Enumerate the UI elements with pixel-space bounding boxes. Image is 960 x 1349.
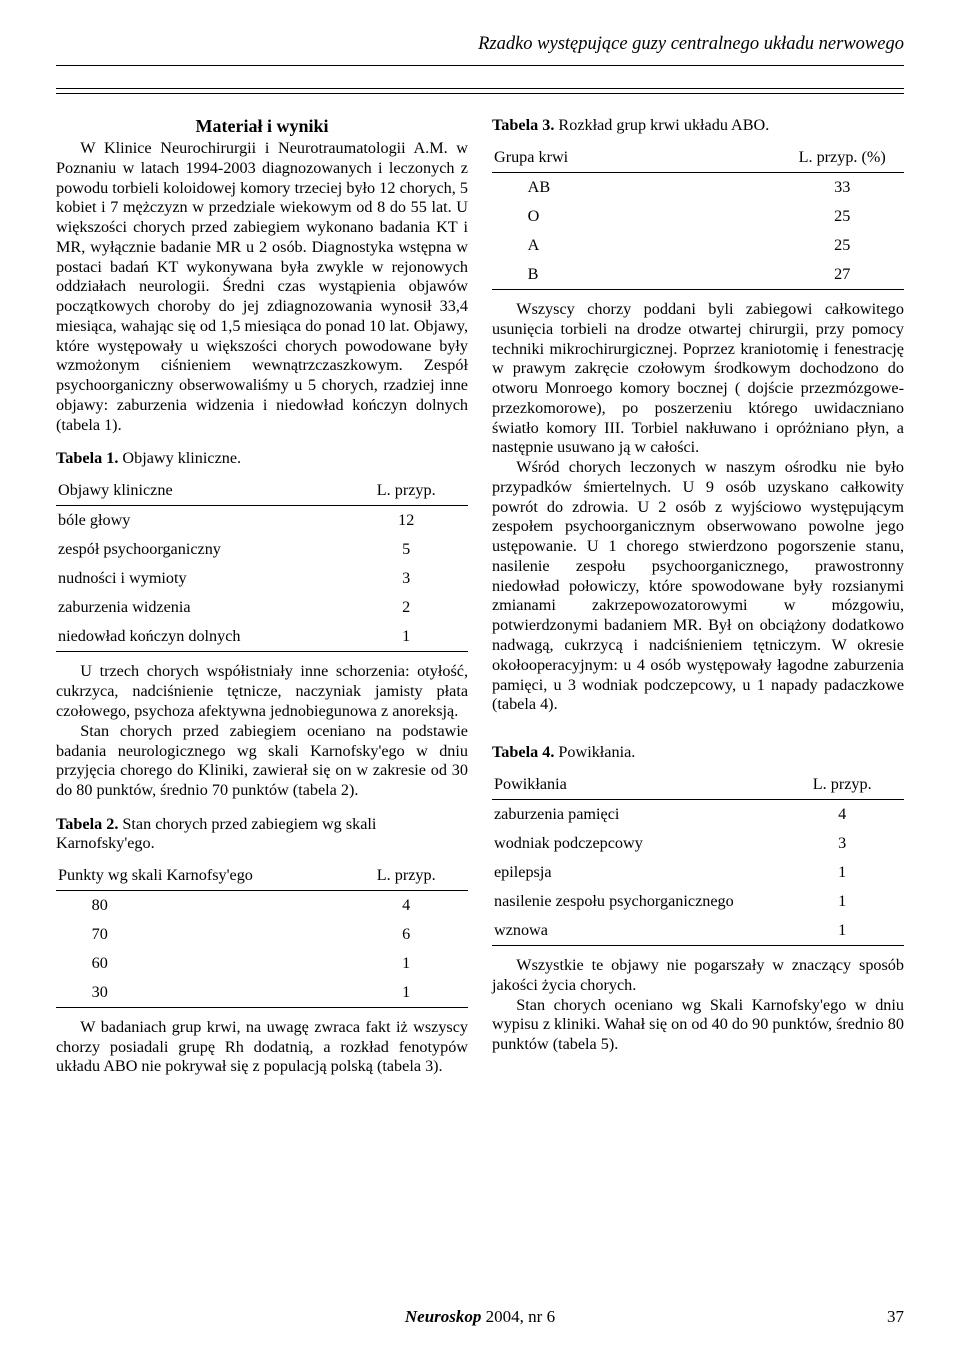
footer-issue: 2004, nr 6 [481, 1307, 555, 1326]
table4-caption-rest: Powikłania. [554, 743, 635, 761]
t1r4c0: niedowład kończyn dolnych [56, 622, 344, 652]
two-column-body: Materiał i wyniki W Klinice Neurochirurg… [56, 116, 904, 1077]
t3r2c0: A [492, 231, 780, 260]
t2r1c0: 70 [56, 920, 344, 949]
table4-h1: L. przyp. [780, 770, 904, 800]
left-para-4: W badaniach grup krwi, na uwagę zwraca f… [56, 1018, 468, 1077]
table4-h0: Powikłania [492, 770, 780, 800]
t4r2c0: epilepsja [492, 858, 780, 887]
table3-caption-rest: Rozkład grup krwi układu ABO. [554, 116, 769, 134]
running-head: Rzadko występujące guzy centralnego ukła… [56, 34, 904, 61]
t1r2c0: nudności i wymioty [56, 564, 344, 593]
table1-caption-rest: Objawy kliniczne. [118, 449, 241, 467]
t3r0c0: AB [492, 173, 780, 203]
right-para-4: Stan chorych oceniano wg Skali Karnofsky… [492, 996, 904, 1055]
footer-journal: Neuroskop [405, 1307, 482, 1326]
left-para-1: W Klinice Neurochirurgii i Neurotraumato… [56, 139, 468, 435]
table1-h1: L. przyp. [344, 476, 468, 506]
t3r2c1: 25 [780, 231, 904, 260]
t2r2c1: 1 [344, 949, 468, 978]
table4-caption: Tabela 4. Powikłania. [492, 743, 904, 762]
table2-caption-bold: Tabela 2. [56, 815, 118, 833]
right-para-3: Wszystkie te objawy nie pogarszały w zna… [492, 956, 904, 996]
t2r0c1: 4 [344, 890, 468, 920]
table4: Powikłania L. przyp. zaburzenia pamięci4… [492, 770, 904, 946]
table3-caption-bold: Tabela 3. [492, 116, 554, 134]
t1r1c0: zespół psychoorganiczny [56, 535, 344, 564]
t1r0c0: bóle głowy [56, 506, 344, 536]
right-para-1: Wszyscy chorzy poddani byli zabiegowi ca… [492, 300, 904, 458]
table2-h0: Punkty wg skali Karnofsy'ego [56, 861, 344, 891]
t3r1c0: O [492, 202, 780, 231]
head-rule-2 [56, 88, 904, 94]
t2r0c0: 80 [56, 890, 344, 920]
t2r3c1: 1 [344, 978, 468, 1008]
t2r2c0: 60 [56, 949, 344, 978]
table3-h1: L. przyp. (%) [780, 143, 904, 173]
footer-page-number: 37 [887, 1307, 904, 1327]
t4r1c0: wodniak podczepcowy [492, 829, 780, 858]
t1r3c1: 2 [344, 593, 468, 622]
table1-caption-bold: Tabela 1. [56, 449, 118, 467]
table2-caption: Tabela 2. Stan chorych przed zabiegiem w… [56, 815, 468, 853]
t4r4c1: 1 [780, 916, 904, 946]
t1r3c0: zaburzenia widzenia [56, 593, 344, 622]
t3r3c1: 27 [780, 260, 904, 290]
t1r4c1: 1 [344, 622, 468, 652]
t3r3c0: B [492, 260, 780, 290]
t4r2c1: 1 [780, 858, 904, 887]
table1: Objawy kliniczne L. przyp. bóle głowy12 … [56, 476, 468, 652]
t4r1c1: 3 [780, 829, 904, 858]
right-para-2: Wśród chorych leczonych w naszym ośrodku… [492, 458, 904, 715]
t4r3c1: 1 [780, 887, 904, 916]
table3: Grupa krwi L. przyp. (%) AB33 O25 A25 B2… [492, 143, 904, 290]
t4r0c1: 4 [780, 800, 904, 830]
t2r3c0: 30 [56, 978, 344, 1008]
table4-caption-bold: Tabela 4. [492, 743, 554, 761]
section-title: Materiał i wyniki [56, 116, 468, 137]
t1r1c1: 5 [344, 535, 468, 564]
t2r1c1: 6 [344, 920, 468, 949]
t3r1c1: 25 [780, 202, 904, 231]
table2: Punkty wg skali Karnofsy'ego L. przyp. 8… [56, 861, 468, 1008]
footer: Neuroskop 2004, nr 6 37 [0, 1307, 960, 1327]
t4r0c0: zaburzenia pamięci [492, 800, 780, 830]
left-para-2: U trzech chorych współistniały inne scho… [56, 662, 468, 721]
left-column: Materiał i wyniki W Klinice Neurochirurg… [56, 116, 468, 1077]
right-column: Tabela 3. Rozkład grup krwi układu ABO. … [492, 116, 904, 1077]
table2-h1: L. przyp. [344, 861, 468, 891]
head-rule-1 [56, 65, 904, 66]
t1r2c1: 3 [344, 564, 468, 593]
page: Rzadko występujące guzy centralnego ukła… [0, 0, 960, 1349]
table3-h0: Grupa krwi [492, 143, 780, 173]
table1-caption: Tabela 1. Objawy kliniczne. [56, 449, 468, 468]
t4r3c0: nasilenie zespołu psychorganicznego [492, 887, 780, 916]
t4r4c0: wznowa [492, 916, 780, 946]
t1r0c1: 12 [344, 506, 468, 536]
left-para-3: Stan chorych przed zabiegiem oceniano na… [56, 722, 468, 801]
table1-h0: Objawy kliniczne [56, 476, 344, 506]
t3r0c1: 33 [780, 173, 904, 203]
table3-caption: Tabela 3. Rozkład grup krwi układu ABO. [492, 116, 904, 135]
